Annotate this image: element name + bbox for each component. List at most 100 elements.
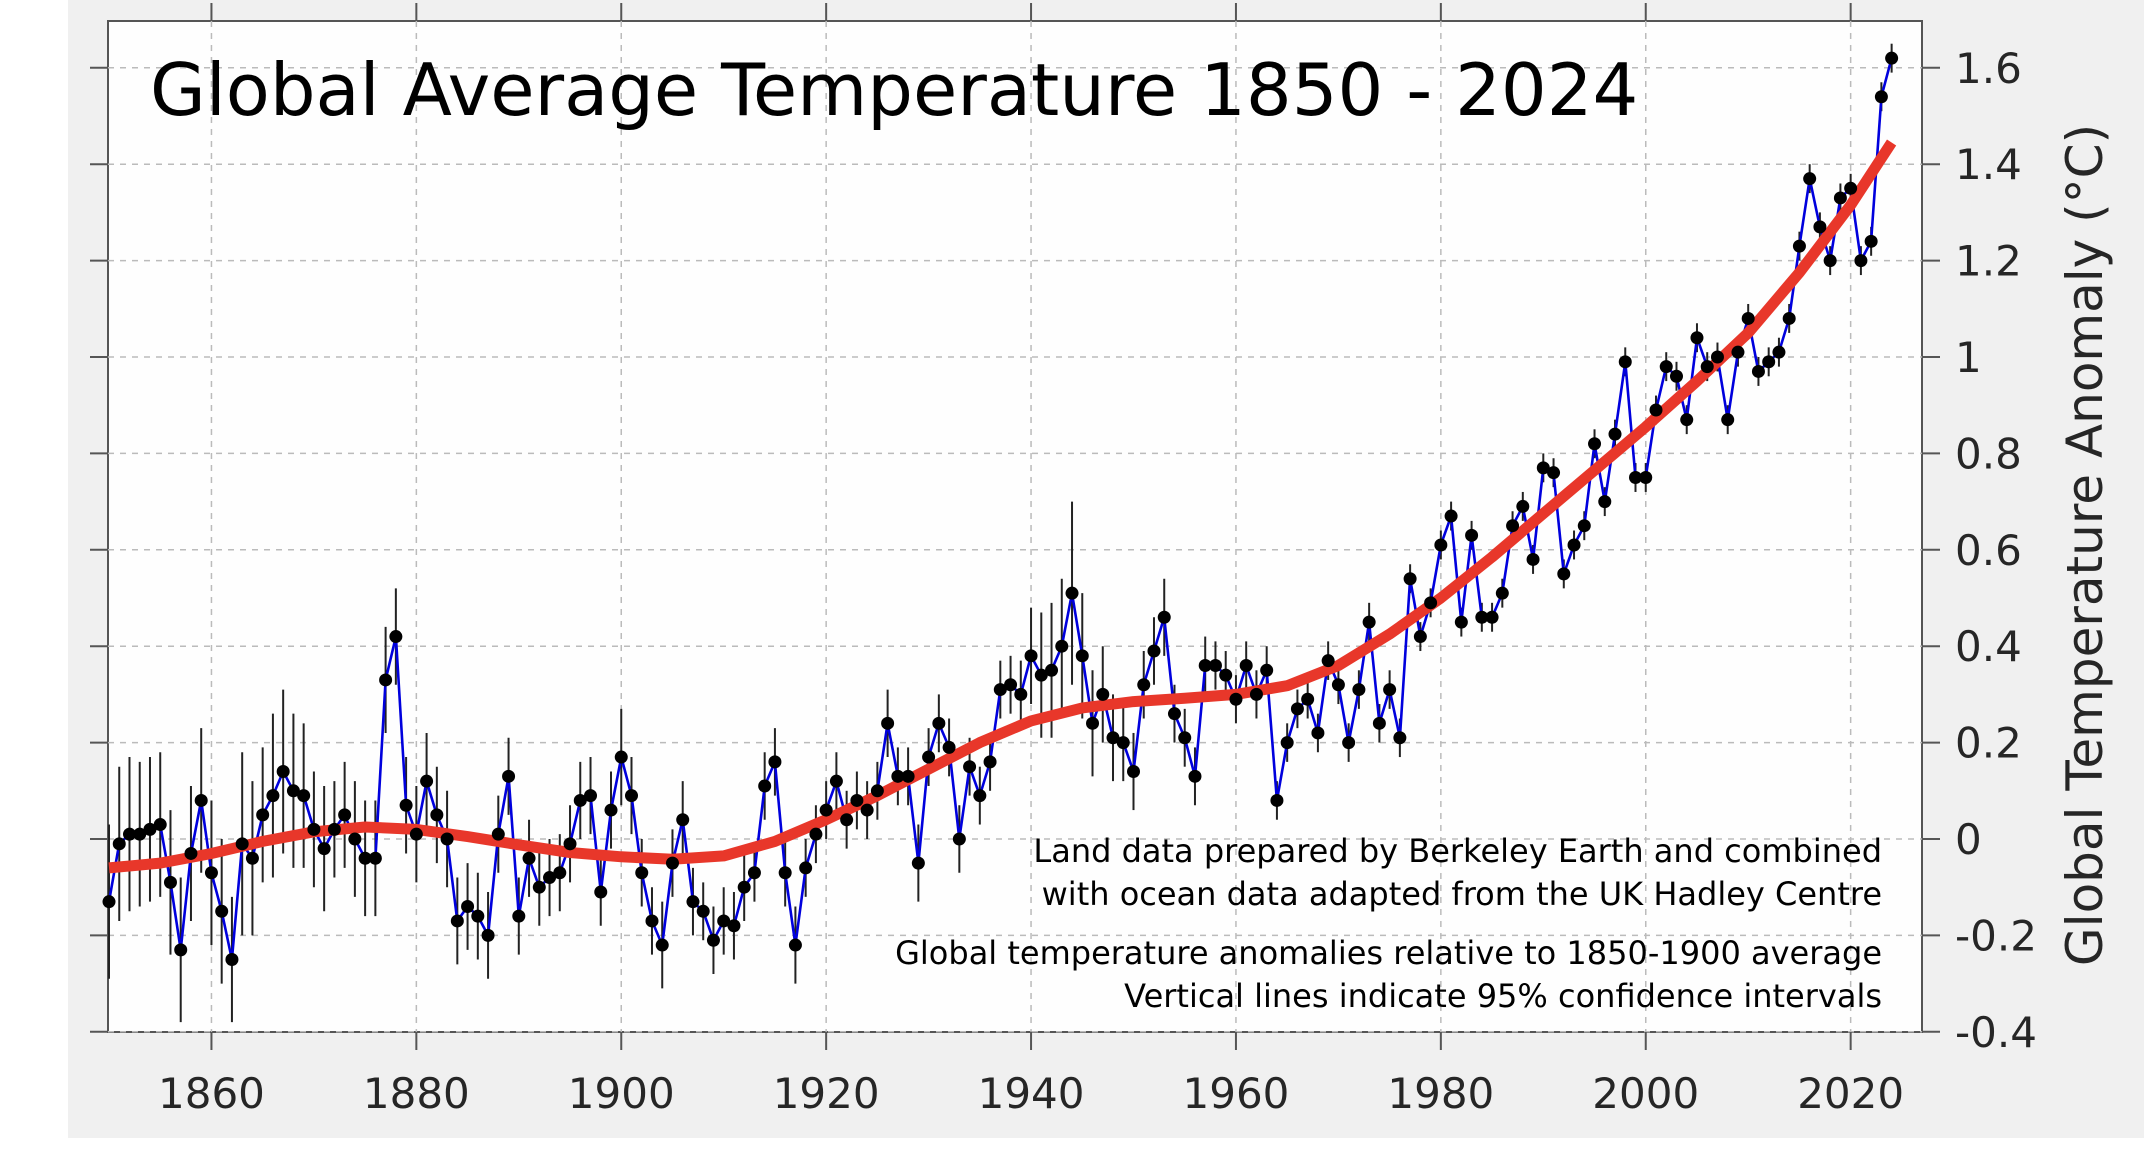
x-tick-label: 2000 xyxy=(1592,1069,1699,1118)
data-point xyxy=(1004,678,1018,692)
data-point xyxy=(143,822,157,836)
data-point xyxy=(952,832,966,846)
y-tick-label: 0.6 xyxy=(1955,526,2022,575)
data-point xyxy=(1649,403,1663,417)
data-point xyxy=(1403,572,1417,586)
data-point xyxy=(1137,678,1151,692)
data-point xyxy=(870,784,884,798)
data-point xyxy=(1372,716,1386,730)
data-point xyxy=(184,846,198,860)
data-point xyxy=(891,769,905,783)
data-point xyxy=(368,851,382,865)
data-point xyxy=(881,716,895,730)
data-point xyxy=(1178,731,1192,745)
data-point xyxy=(819,803,833,817)
data-point xyxy=(1577,519,1591,533)
data-point xyxy=(194,793,208,807)
data-point xyxy=(481,928,495,942)
y-tick-label: 1.4 xyxy=(1955,140,2022,189)
data-point xyxy=(1260,663,1274,677)
data-point xyxy=(1249,687,1263,701)
data-point xyxy=(1352,683,1366,697)
data-point xyxy=(215,904,229,918)
data-point xyxy=(1311,726,1325,740)
data-point xyxy=(1342,736,1356,750)
plot-area xyxy=(107,20,1923,1033)
data-point xyxy=(788,938,802,952)
data-point xyxy=(1618,355,1632,369)
data-point xyxy=(348,832,362,846)
data-point xyxy=(1188,769,1202,783)
data-point xyxy=(1833,191,1847,205)
data-point xyxy=(1567,538,1581,552)
data-point xyxy=(1034,668,1048,682)
data-point xyxy=(850,793,864,807)
smoothed-trend-line xyxy=(108,139,1897,874)
data-point xyxy=(1383,683,1397,697)
data-point xyxy=(1792,239,1806,253)
y-tick-label: 1 xyxy=(1955,333,1982,382)
x-tick-label: 1880 xyxy=(363,1069,470,1118)
data-point xyxy=(1147,644,1161,658)
data-point xyxy=(1731,345,1745,359)
data-point xyxy=(747,866,761,880)
data-point xyxy=(235,837,249,851)
data-point xyxy=(635,866,649,880)
data-point xyxy=(1475,610,1489,624)
data-point xyxy=(655,938,669,952)
data-point xyxy=(1700,360,1714,374)
data-point xyxy=(245,851,259,865)
annotation-baseline: Global temperature anomalies relative to… xyxy=(895,934,1882,972)
data-point xyxy=(778,866,792,880)
data-point xyxy=(963,760,977,774)
y-tick-labels: -0.4 -0.2 0 0.2 0.4 0.6 0.8 1 1.2 1.4 1.6 xyxy=(1955,44,2037,1057)
data-point xyxy=(256,808,270,822)
data-point xyxy=(225,953,239,966)
data-point xyxy=(676,813,690,827)
data-point xyxy=(1639,471,1653,484)
data-point xyxy=(1321,654,1335,668)
data-point xyxy=(1362,615,1376,629)
data-point xyxy=(932,716,946,730)
data-point xyxy=(1270,793,1284,807)
data-point xyxy=(1485,610,1499,624)
data-point xyxy=(1844,181,1858,195)
data-point xyxy=(317,842,331,856)
x-tick-label: 1920 xyxy=(773,1069,880,1118)
data-point xyxy=(327,822,341,836)
data-point xyxy=(1680,413,1694,427)
data-point xyxy=(809,827,823,841)
y-tick-label: 1.2 xyxy=(1955,237,2022,286)
y-tick-label: 0.8 xyxy=(1955,429,2022,478)
data-point xyxy=(1280,736,1294,750)
data-point xyxy=(1710,350,1724,364)
data-point xyxy=(1588,437,1602,451)
data-point xyxy=(573,793,587,807)
data-point xyxy=(1454,615,1468,629)
data-point xyxy=(686,895,700,909)
data-point xyxy=(389,630,403,644)
y-axis-label: Global Temperature Anomaly (°C) xyxy=(2056,124,2114,966)
data-point xyxy=(1547,466,1561,480)
data-point xyxy=(440,832,454,846)
data-point xyxy=(696,904,710,918)
x-tick-labels: 1860 1880 1900 1920 1940 1960 1980 2000 2020 xyxy=(158,1069,1904,1118)
data-point xyxy=(532,880,546,894)
data-point xyxy=(522,851,536,865)
data-point xyxy=(1598,495,1612,509)
x-tick-label: 1980 xyxy=(1387,1069,1494,1118)
data-point xyxy=(409,827,423,841)
data-point xyxy=(645,914,659,928)
y-tick-label: -0.4 xyxy=(1955,1008,2037,1057)
data-point xyxy=(840,813,854,827)
data-point xyxy=(204,866,218,880)
data-point xyxy=(1659,360,1673,374)
data-point xyxy=(1557,567,1571,581)
x-tick-label: 2020 xyxy=(1797,1069,1904,1118)
data-point xyxy=(563,837,577,851)
data-point xyxy=(1198,658,1212,672)
data-point xyxy=(1629,471,1643,484)
data-point xyxy=(286,784,300,798)
data-point xyxy=(1669,369,1683,383)
data-point xyxy=(1854,254,1868,268)
